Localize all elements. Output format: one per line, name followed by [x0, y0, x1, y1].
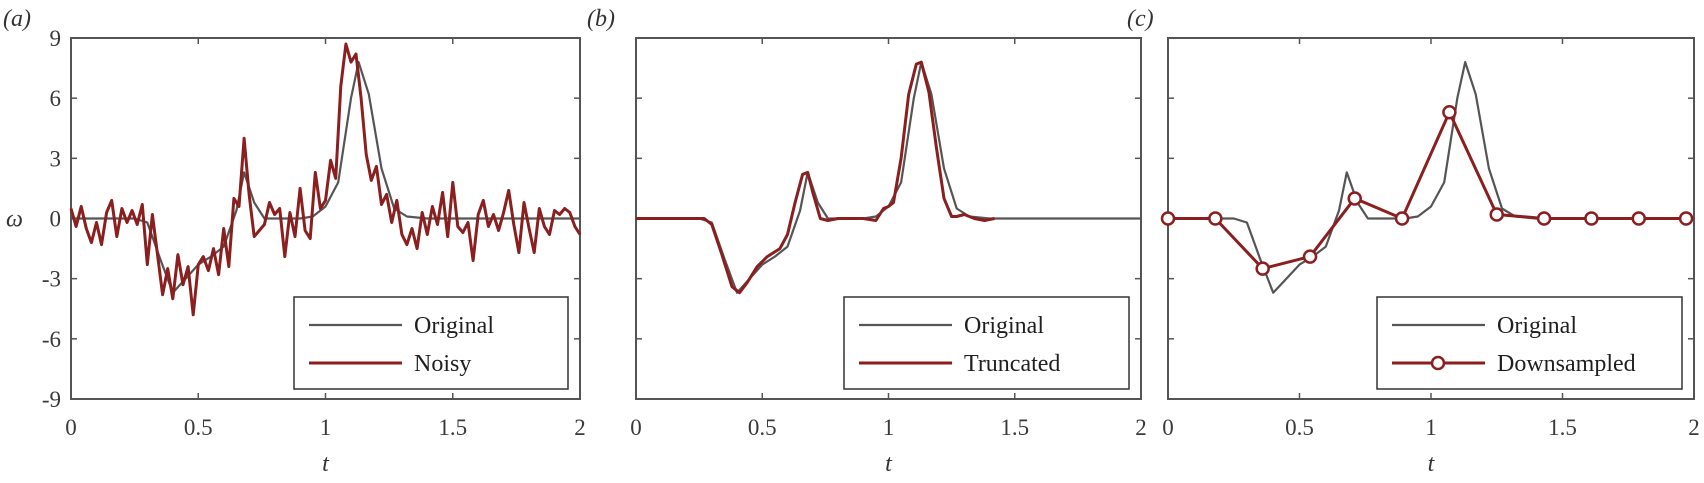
- data-marker: [1255, 261, 1270, 276]
- data-marker: [1584, 211, 1599, 226]
- panel-b: (b) 0 0.5 1 1.5 2 t Original Truncated: [587, 6, 1147, 477]
- x-tick-label: 0.5: [1285, 415, 1314, 440]
- legend-label: Noisy: [414, 351, 471, 377]
- legend-label: Original: [1497, 313, 1577, 339]
- data-marker: [1678, 211, 1694, 226]
- panel-c: (c) 0 0.5 1 1.5 2 t Original Downsampled: [1127, 6, 1700, 477]
- data-marker: [1489, 207, 1504, 222]
- panel-label: (c): [1127, 6, 1154, 32]
- y-tick-label: 3: [50, 146, 62, 171]
- legend-box: [293, 296, 569, 390]
- data-marker: [1302, 249, 1318, 264]
- x-tick-label: 0: [1162, 415, 1174, 440]
- x-axis-label: t: [322, 451, 330, 477]
- x-tick-label: 1: [320, 415, 332, 440]
- legend-label: Downsampled: [1497, 351, 1636, 377]
- y-tick-label: -3: [42, 267, 61, 292]
- legend-marker-icon: [1430, 355, 1446, 371]
- x-tick-label: 0: [630, 415, 642, 440]
- x-tick-label: 2: [574, 415, 586, 440]
- panel-a: (a) 0 0.5 1 1.5 2 9 6 3 0 -3 -6 -9 ω t Original Noisy: [3, 6, 586, 477]
- x-tick-label: 0.5: [184, 415, 213, 440]
- data-marker: [1394, 211, 1410, 226]
- series-original: [71, 60, 580, 294]
- x-tick-label: 0.5: [748, 415, 777, 440]
- legend-label: Original: [964, 313, 1044, 339]
- y-tick-label: -6: [42, 327, 61, 352]
- y-axis-label: ω: [6, 207, 23, 233]
- y-tick-label: 9: [50, 26, 62, 51]
- x-tick-label: 1: [1425, 415, 1437, 440]
- series-truncated: [636, 60, 995, 295]
- legend: Original Noisy: [293, 296, 569, 390]
- x-axis-label: t: [1428, 451, 1436, 477]
- series-original: [1168, 60, 1694, 294]
- panel-label: (a): [3, 6, 31, 32]
- data-marker: [1160, 211, 1176, 226]
- series-downsampled: [1168, 110, 1687, 271]
- data-marker: [1208, 211, 1223, 226]
- x-tick-label: 1.5: [438, 415, 467, 440]
- data-marker: [1536, 211, 1552, 226]
- x-tick-label: 2: [1688, 415, 1700, 440]
- x-tick-label: 0: [65, 415, 77, 440]
- x-axis-label: t: [885, 451, 893, 477]
- x-tick-label: 1.5: [1548, 415, 1577, 440]
- y-tick-label: -9: [42, 387, 61, 412]
- legend-label: Truncated: [964, 351, 1060, 377]
- panel-label: (b): [587, 6, 615, 32]
- legend-box: [843, 296, 1130, 390]
- data-marker: [1347, 191, 1362, 206]
- legend: Original Truncated: [843, 296, 1130, 390]
- x-tick-label: 1.5: [1000, 415, 1029, 440]
- legend-label: Original: [414, 313, 494, 339]
- legend: Original Downsampled: [1376, 296, 1683, 390]
- series-noisy: [69, 42, 582, 317]
- x-tick-label: 2: [1135, 415, 1147, 440]
- x-tick-label: 1: [883, 415, 895, 440]
- series-original: [636, 60, 1141, 294]
- y-tick-label: 6: [50, 86, 62, 111]
- y-tick-label: 0: [50, 207, 62, 232]
- legend-box: [1376, 296, 1683, 390]
- data-marker: [1631, 211, 1647, 226]
- data-marker: [1442, 104, 1457, 120]
